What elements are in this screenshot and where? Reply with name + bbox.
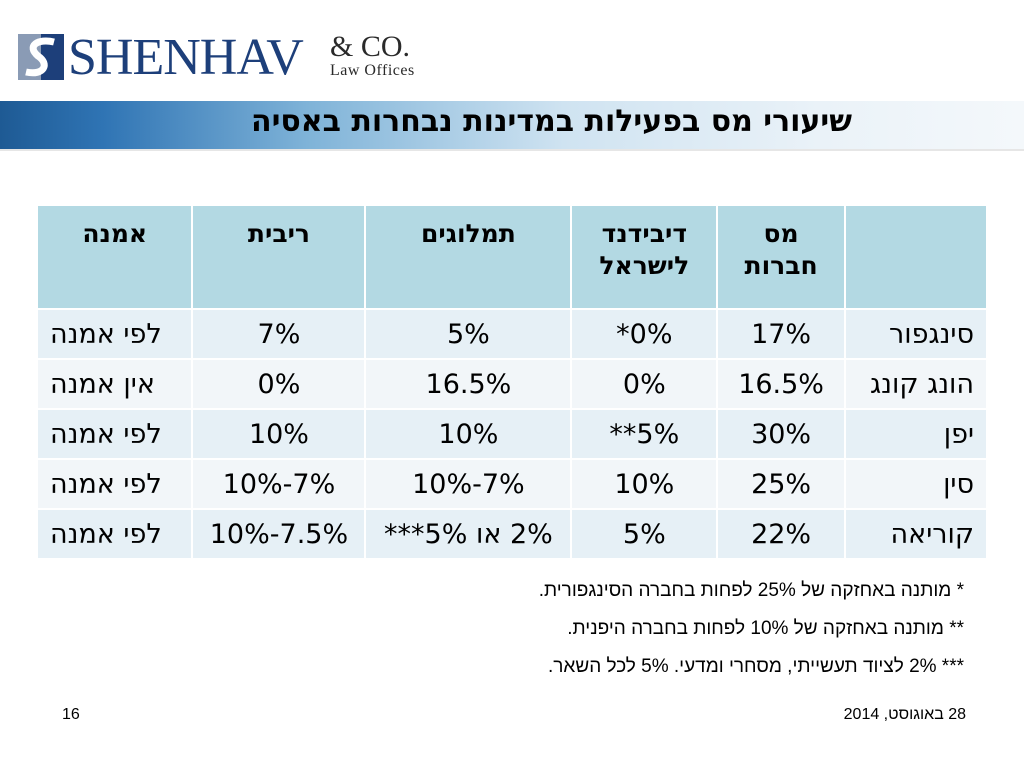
logo-subtitle: Law Offices <box>330 62 415 79</box>
title-banner <box>0 101 1024 151</box>
cell-corporate-tax: 30% <box>716 408 846 460</box>
footnote-japan: ** מותנה באחזקה של 10% לפחות בחברה היפני… <box>567 618 964 639</box>
header-corporate-tax: מס חברות <box>716 204 846 310</box>
table-row: סינגפור 17% 0%* 5% 7% לפי אמנה <box>35 308 989 360</box>
cell-dividend: 0%* <box>570 308 719 360</box>
cell-dividend: 5% <box>570 508 719 560</box>
table-header-row: מס חברות דיבידנד לישראל תמלוגים ריבית אמ… <box>35 204 989 310</box>
cell-corporate-tax: 16.5% <box>716 358 846 410</box>
footer-date: 28 באוגוסט, 2014 <box>843 706 966 723</box>
footnote-singapore: * מותנה באחזקה של 25% לפחות בחברה הסינגפ… <box>538 580 964 601</box>
cell-interest: 7.5%-10% <box>191 508 367 560</box>
cell-treaty: לפי אמנה <box>35 408 194 460</box>
cell-country: קוריאה <box>843 508 989 560</box>
cell-dividend: 10% <box>570 458 719 510</box>
cell-country: הונג קונג <box>843 358 989 410</box>
cell-interest: 7% <box>191 308 367 360</box>
header-country <box>843 204 989 310</box>
cell-interest: 7%-10% <box>191 458 367 510</box>
cell-treaty: אין אמנה <box>35 358 194 410</box>
cell-royalties: 10% <box>364 408 573 460</box>
cell-royalties: 2% או 5%*** <box>364 508 573 560</box>
tax-rates-table: מס חברות דיבידנד לישראל תמלוגים ריבית אמ… <box>35 204 989 560</box>
header-treaty: אמנה <box>35 204 194 310</box>
page-title: שיעורי מס בפעילות במדינות נבחרות באסיה <box>250 104 852 139</box>
cell-interest: 10% <box>191 408 367 460</box>
cell-corporate-tax: 22% <box>716 508 846 560</box>
cell-royalties: 7%-10% <box>364 458 573 510</box>
logo-suffix: & CO. <box>330 30 411 63</box>
logo-name: SHENHAV <box>68 29 304 86</box>
cell-royalties: 5% <box>364 308 573 360</box>
footnotes: * מותנה באחזקה של 25% לפחות בחברה הסינגפ… <box>539 572 964 686</box>
footnote-korea: *** 2% לציוד תעשייתי, מסחרי ומדעי. 5% לכ… <box>547 656 964 677</box>
shenhav-logo-icon <box>18 34 64 80</box>
table-row: סין 25% 10% 7%-10% 7%-10% לפי אמנה <box>35 458 989 510</box>
cell-dividend: 5%** <box>570 408 719 460</box>
cell-royalties: 16.5% <box>364 358 573 410</box>
table-row: קוריאה 22% 5% 2% או 5%*** 7.5%-10% לפי א… <box>35 508 989 560</box>
tax-rates-table-container: מס חברות דיבידנד לישראל תמלוגים ריבית אמ… <box>35 204 989 560</box>
cell-country: סין <box>843 458 989 510</box>
cell-dividend: 0% <box>570 358 719 410</box>
cell-treaty: לפי אמנה <box>35 508 194 560</box>
cell-corporate-tax: 17% <box>716 308 846 360</box>
cell-country: יפן <box>843 408 989 460</box>
cell-treaty: לפי אמנה <box>35 458 194 510</box>
cell-treaty: לפי אמנה <box>35 308 194 360</box>
cell-corporate-tax: 25% <box>716 458 846 510</box>
header-dividend: דיבידנד לישראל <box>570 204 719 310</box>
header-interest: ריבית <box>191 204 367 310</box>
header-royalties: תמלוגים <box>364 204 573 310</box>
cell-country: סינגפור <box>843 308 989 360</box>
table-row: הונג קונג 16.5% 0% 16.5% 0% אין אמנה <box>35 358 989 410</box>
page-number: 16 <box>62 706 80 723</box>
table-row: יפן 30% 5%** 10% 10% לפי אמנה <box>35 408 989 460</box>
cell-interest: 0% <box>191 358 367 410</box>
